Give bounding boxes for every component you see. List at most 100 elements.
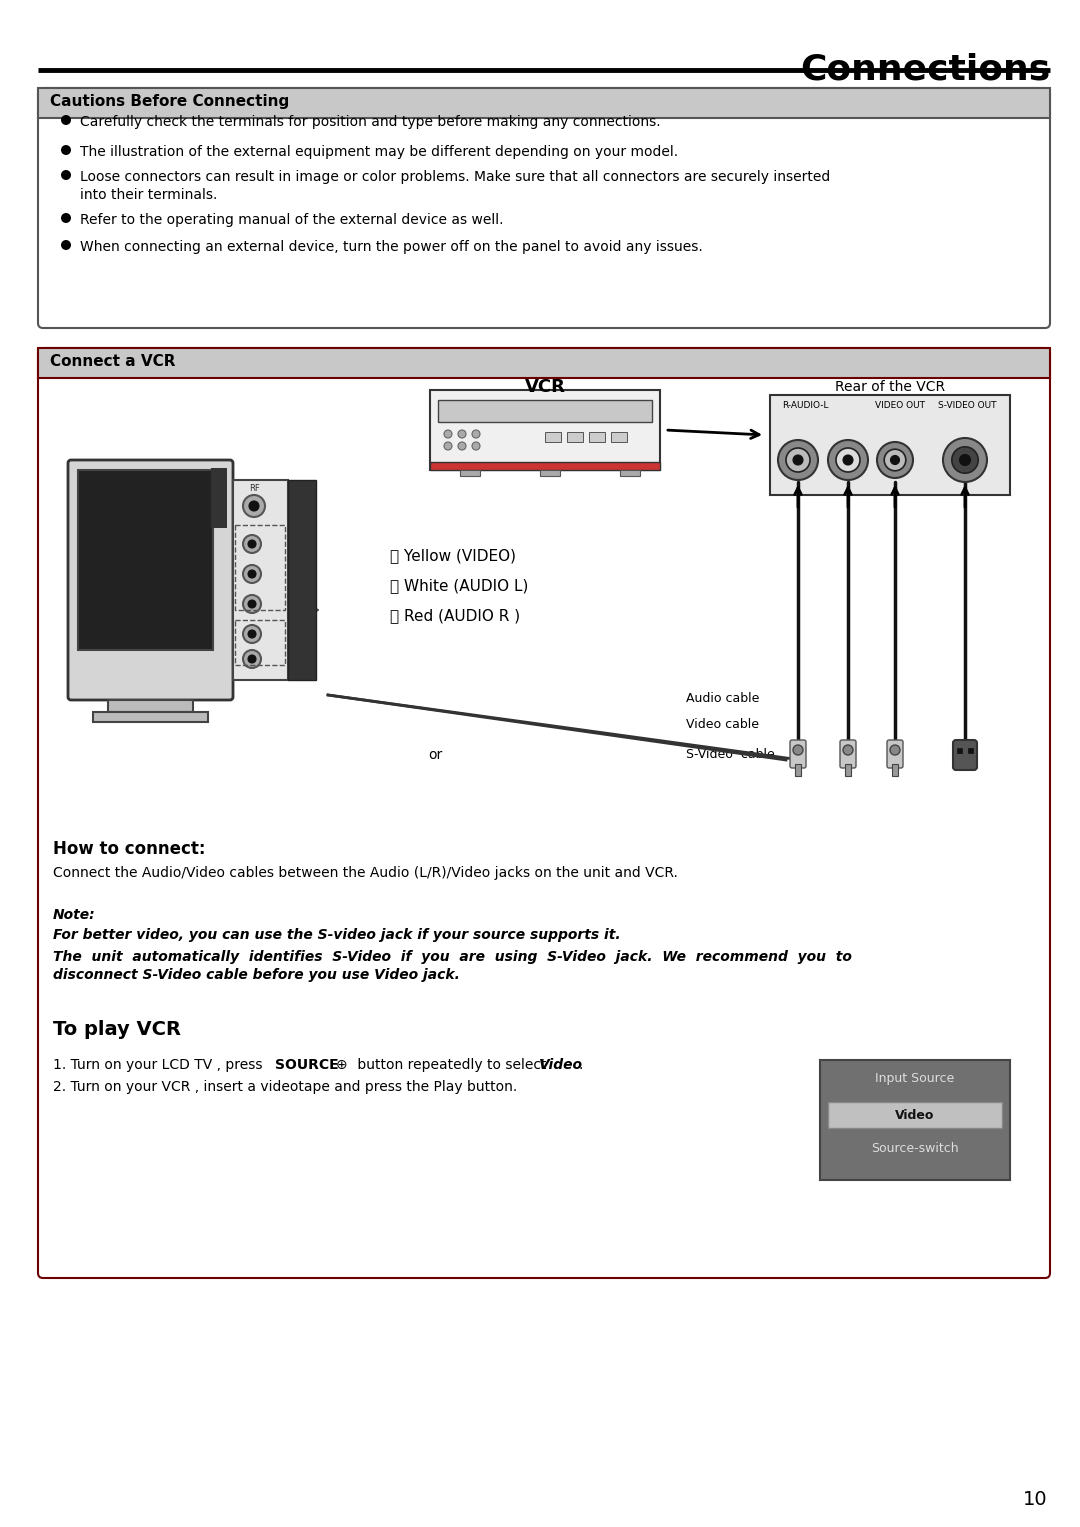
Text: Video: Video	[539, 1058, 583, 1072]
Text: The illustration of the external equipment may be different depending on your mo: The illustration of the external equipme…	[80, 145, 678, 159]
Circle shape	[793, 745, 804, 754]
Bar	[828, 1102, 1002, 1128]
Circle shape	[243, 495, 265, 518]
Bar	[93, 712, 208, 722]
Circle shape	[60, 115, 71, 125]
Circle shape	[458, 431, 465, 438]
FancyBboxPatch shape	[789, 741, 806, 768]
Bar	[430, 463, 660, 470]
Circle shape	[786, 447, 810, 472]
Circle shape	[843, 455, 853, 466]
Text: Source-switch: Source-switch	[872, 1142, 959, 1154]
Text: 1. Turn on your LCD TV , press: 1. Turn on your LCD TV , press	[53, 1058, 267, 1072]
Text: Video: Video	[895, 1109, 934, 1122]
Circle shape	[60, 145, 71, 156]
Bar	[211, 467, 227, 528]
Text: S-VIDEO OUT: S-VIDEO OUT	[939, 402, 997, 411]
Bar	[795, 764, 801, 776]
Circle shape	[890, 745, 900, 754]
Bar	[235, 525, 285, 609]
Text: Connections: Connections	[800, 52, 1050, 86]
Text: Video cable: Video cable	[686, 718, 759, 731]
FancyBboxPatch shape	[38, 348, 1050, 1278]
Circle shape	[778, 440, 818, 479]
Text: ⓦ White (AUDIO L): ⓦ White (AUDIO L)	[390, 579, 528, 592]
Circle shape	[243, 565, 261, 583]
Circle shape	[458, 441, 465, 450]
Circle shape	[828, 440, 868, 479]
Circle shape	[877, 441, 913, 478]
Text: VCR: VCR	[525, 379, 566, 395]
Circle shape	[243, 625, 261, 643]
Circle shape	[891, 455, 900, 464]
Bar	[770, 395, 1010, 495]
Circle shape	[243, 534, 261, 553]
Bar	[38, 89, 1050, 118]
Bar	[567, 432, 583, 441]
Bar	[611, 432, 627, 441]
Circle shape	[472, 441, 480, 450]
Text: SOURCE: SOURCE	[275, 1058, 339, 1072]
Text: 2. Turn on your VCR , insert a videotape and press the Play button.: 2. Turn on your VCR , insert a videotape…	[53, 1080, 517, 1093]
Circle shape	[444, 431, 453, 438]
Bar	[108, 699, 193, 712]
Bar	[620, 470, 640, 476]
Text: ⓨ Yellow (VIDEO): ⓨ Yellow (VIDEO)	[390, 548, 516, 563]
Bar	[540, 470, 561, 476]
Bar	[845, 764, 851, 776]
Text: 10: 10	[1023, 1490, 1048, 1509]
Text: button repeatedly to select: button repeatedly to select	[353, 1058, 551, 1072]
Text: .: .	[579, 1058, 583, 1072]
Text: Input Source: Input Source	[876, 1072, 955, 1086]
Circle shape	[472, 431, 480, 438]
Text: When connecting an external device, turn the power off on the panel to avoid any: When connecting an external device, turn…	[80, 240, 703, 253]
Text: R-AUDIO-L: R-AUDIO-L	[782, 402, 828, 411]
Text: For better video, you can use the S-video jack if your source supports it.: For better video, you can use the S-vide…	[53, 928, 621, 942]
Circle shape	[951, 447, 978, 473]
FancyBboxPatch shape	[953, 741, 977, 770]
Circle shape	[60, 212, 71, 223]
FancyBboxPatch shape	[840, 741, 856, 768]
Bar	[460, 470, 480, 476]
Bar	[38, 348, 1050, 379]
Text: Loose connectors can result in image or color problems. Make sure that all conne: Loose connectors can result in image or …	[80, 169, 831, 203]
Circle shape	[959, 455, 971, 466]
Text: Cautions Before Connecting: Cautions Before Connecting	[50, 95, 289, 108]
Bar	[957, 748, 962, 753]
Text: Carefully check the terminals for position and type before making any connection: Carefully check the terminals for positi…	[80, 115, 661, 128]
Text: Connect a VCR: Connect a VCR	[50, 354, 175, 370]
Text: How to connect:: How to connect:	[53, 840, 205, 858]
Bar	[820, 1060, 1010, 1180]
Text: Refer to the operating manual of the external device as well.: Refer to the operating manual of the ext…	[80, 212, 503, 228]
Circle shape	[248, 570, 256, 579]
Bar	[968, 748, 973, 753]
Text: or: or	[428, 748, 442, 762]
Bar	[233, 479, 288, 680]
Text: RF: RF	[248, 484, 259, 493]
Bar	[892, 764, 897, 776]
Text: To play VCR: To play VCR	[53, 1020, 181, 1038]
Bar	[589, 432, 605, 441]
Circle shape	[248, 655, 256, 663]
Circle shape	[60, 169, 71, 180]
Circle shape	[943, 438, 987, 483]
FancyBboxPatch shape	[38, 89, 1050, 328]
Text: S-Video  cable: S-Video cable	[686, 748, 774, 760]
Text: Audio cable: Audio cable	[686, 692, 759, 705]
Circle shape	[843, 745, 853, 754]
Circle shape	[243, 651, 261, 667]
FancyBboxPatch shape	[887, 741, 903, 768]
Circle shape	[248, 631, 256, 638]
Text: Note:: Note:	[53, 909, 96, 922]
Bar	[430, 389, 660, 470]
Bar	[438, 400, 652, 421]
Text: Rear of the VCR: Rear of the VCR	[835, 380, 945, 394]
Text: ⓡ Red (AUDIO R ): ⓡ Red (AUDIO R )	[390, 608, 521, 623]
Bar	[545, 432, 561, 441]
Circle shape	[793, 455, 804, 466]
Circle shape	[836, 447, 860, 472]
Circle shape	[243, 596, 261, 612]
Bar	[288, 479, 316, 680]
Bar	[78, 470, 213, 651]
Circle shape	[444, 441, 453, 450]
